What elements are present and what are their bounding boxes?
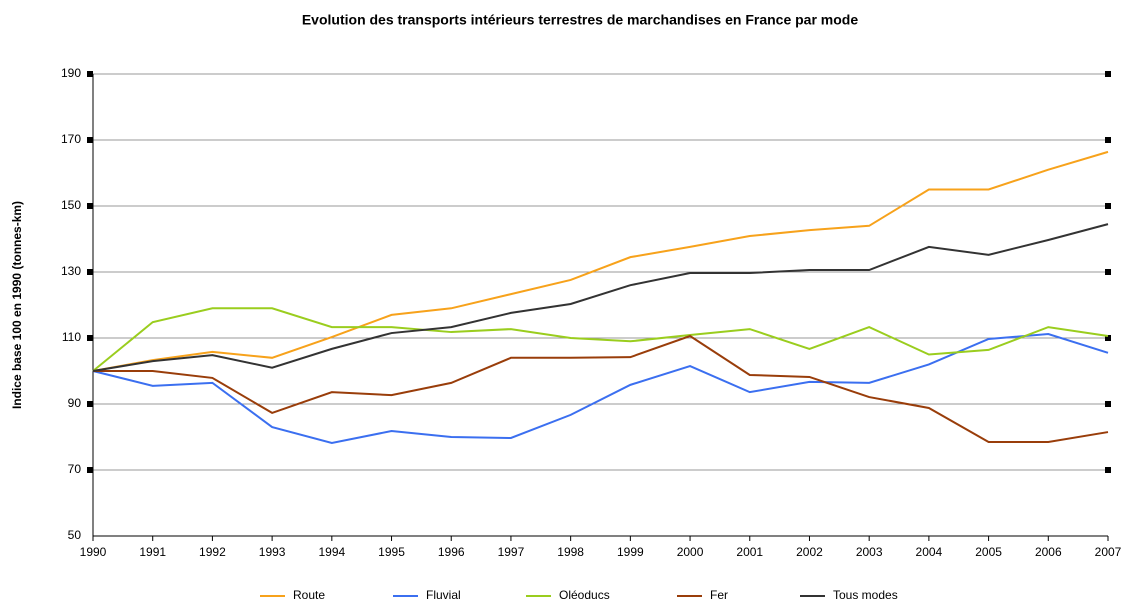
legend-label: Fluvial (426, 588, 461, 602)
legend-label: Tous modes (833, 588, 898, 602)
chart-title: Evolution des transports intérieurs terr… (302, 12, 859, 28)
y-axis-label: Indice base 100 en 1990 (tonnes-km) (10, 201, 24, 409)
tick-marker (1105, 269, 1111, 275)
tick-marker (1105, 71, 1111, 77)
tick-marker (87, 269, 93, 275)
x-tick-label: 1992 (199, 545, 226, 559)
y-tick-label: 90 (68, 396, 82, 410)
y-tick-label: 110 (62, 330, 81, 344)
x-tick-label: 2007 (1095, 545, 1122, 559)
x-tick-label: 1997 (498, 545, 525, 559)
x-tick-label: 1999 (617, 545, 644, 559)
x-tick-label: 2006 (1035, 545, 1062, 559)
y-tick-label: 190 (61, 66, 81, 80)
series-line (92, 307, 1109, 372)
x-tick-label: 1993 (259, 545, 286, 559)
x-tick-label: 1995 (378, 545, 405, 559)
x-tick-label: 1994 (318, 545, 345, 559)
series-line (92, 150, 1109, 372)
series-line (93, 334, 1109, 443)
tick-marker (87, 137, 93, 143)
x-tick-label: 2003 (856, 545, 883, 559)
x-tick-label: 1998 (557, 545, 584, 559)
x-tick-label: 2002 (796, 545, 823, 559)
series-line (92, 333, 1109, 444)
tick-marker (87, 467, 93, 473)
tick-marker (1105, 401, 1111, 407)
tick-marker (87, 401, 93, 407)
x-tick-label: 2004 (916, 545, 943, 559)
tick-marker (87, 335, 93, 341)
tick-marker (1105, 137, 1111, 143)
y-tick-label: 130 (61, 264, 81, 278)
tick-marker (1105, 335, 1111, 341)
x-tick-label: 1996 (438, 545, 465, 559)
legend-label: Route (293, 588, 325, 602)
y-tick-label: 70 (68, 462, 82, 476)
series-line (92, 223, 1109, 372)
y-tick-label: 170 (61, 132, 81, 146)
x-tick-label: 1991 (139, 545, 166, 559)
x-tick-label: 1990 (80, 545, 107, 559)
y-tick-label: 50 (68, 528, 82, 542)
x-tick-label: 2001 (736, 545, 763, 559)
x-tick-label: 2005 (975, 545, 1002, 559)
y-tick-label: 150 (61, 198, 81, 212)
tick-marker (87, 71, 93, 77)
legend-label: Fer (710, 588, 728, 602)
legend-label: Oléoducs (559, 588, 610, 602)
tick-marker (1105, 467, 1111, 473)
tick-marker (1105, 203, 1111, 209)
tick-marker (87, 203, 93, 209)
x-tick-label: 2000 (677, 545, 704, 559)
